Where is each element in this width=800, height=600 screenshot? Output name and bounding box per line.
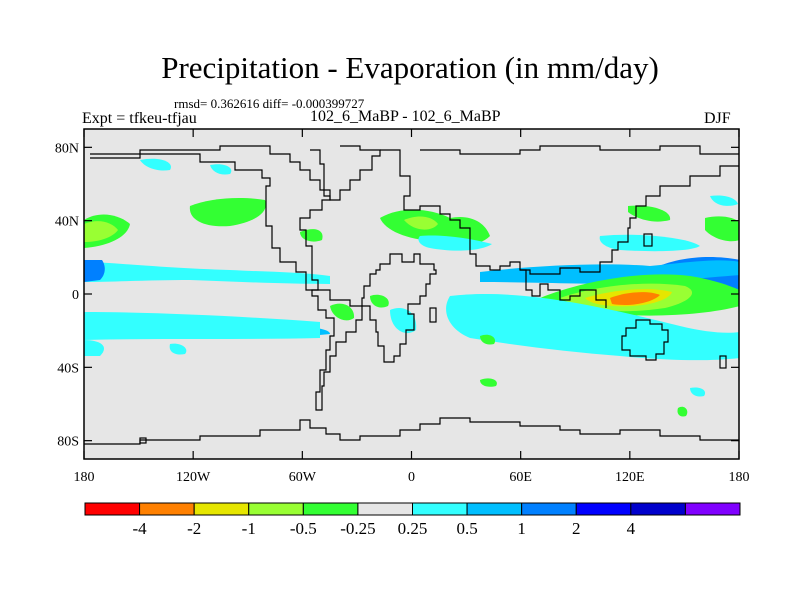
contour-cyan-south3 bbox=[690, 387, 706, 397]
colorbar-swatch bbox=[521, 502, 577, 516]
contour-green-south2 bbox=[677, 406, 688, 417]
x-tick-label: 0 bbox=[408, 470, 415, 485]
coastline-europe-africa bbox=[361, 253, 437, 363]
colorbar-label: -0.5 bbox=[290, 519, 317, 538]
contour-green-africa bbox=[330, 303, 355, 321]
colorbar-label: -0.25 bbox=[340, 519, 375, 538]
contour-green-nh-pacific2 bbox=[189, 198, 266, 227]
colorbar-label: -2 bbox=[187, 519, 201, 538]
season-label: DJF bbox=[704, 110, 731, 127]
y-tick-label: 0 bbox=[72, 288, 79, 303]
x-tick-label: 60W bbox=[289, 470, 317, 485]
contour-cyan-nh-pacific-east bbox=[599, 234, 700, 252]
coastline-india-seasia bbox=[520, 269, 607, 308]
contour-cyan-nh-east3 bbox=[710, 195, 738, 206]
contour-green-samerica bbox=[480, 334, 496, 345]
colorbar-label: 0.5 bbox=[456, 519, 477, 538]
colorbar-swatch bbox=[575, 502, 632, 516]
y-tick-label: 80S bbox=[57, 435, 79, 450]
x-tick-label: 180 bbox=[74, 470, 95, 485]
colorbar-swatch bbox=[412, 502, 468, 516]
colorbar-label: 0.25 bbox=[398, 519, 428, 538]
contour-fields bbox=[84, 158, 739, 417]
contour-blue-eq-west bbox=[84, 260, 105, 282]
colorbar-label: 2 bbox=[572, 519, 581, 538]
x-tick-label: 120E bbox=[615, 470, 645, 485]
colorbar-swatch bbox=[357, 502, 413, 516]
contour-cyan-nh-midpac2 bbox=[210, 164, 232, 175]
colorbar-swatch bbox=[684, 502, 741, 516]
coastline-newzealand bbox=[719, 355, 727, 369]
map-axes: 180 120W 60W 0 60E 120E 180 80N 40N 0 40S 80S bbox=[55, 129, 750, 485]
coastline-antarctica bbox=[84, 417, 739, 445]
coastline-north-america bbox=[90, 145, 331, 291]
subtitle: 102_6_MaBP - 102_6_MaBP bbox=[310, 108, 501, 125]
y-tick-label: 40N bbox=[55, 215, 79, 230]
y-tick-label: 40S bbox=[57, 361, 79, 376]
contour-lightgreen-nh-pacific bbox=[84, 221, 118, 242]
colorbar-swatch bbox=[248, 502, 304, 516]
x-tick-label: 180 bbox=[729, 470, 750, 485]
x-tick-label: 120W bbox=[176, 470, 211, 485]
coastlines bbox=[84, 145, 739, 445]
rmsd-diff-stats: rmsd= 0.362616 diff= -0.000399727 bbox=[174, 96, 365, 111]
coastline-australia bbox=[621, 319, 669, 361]
coastline-greenland-arctic bbox=[310, 145, 381, 201]
contour-cyan-eq-west bbox=[84, 262, 330, 284]
chart-title: Precipitation - Evaporation (in mm/day) bbox=[161, 50, 659, 85]
coastline-small-island bbox=[139, 437, 147, 444]
contour-orange-eq-east bbox=[610, 292, 660, 305]
y-tick-label: 80N bbox=[55, 141, 79, 156]
contour-lightgreen-nh-atlantic bbox=[404, 216, 438, 230]
contour-green-africa2 bbox=[370, 294, 389, 308]
colorbar-swatch bbox=[466, 502, 523, 516]
contour-cyan-nh-atlantic bbox=[418, 235, 492, 251]
colorbar-label: -1 bbox=[242, 519, 256, 538]
coastline-japan bbox=[643, 233, 653, 247]
coastline-madagascar bbox=[429, 307, 437, 323]
contour-green-nh-east bbox=[628, 205, 671, 222]
coastline-south-america bbox=[311, 289, 363, 411]
experiment-label: Expt = tfkeu-tfjau bbox=[82, 110, 197, 127]
contour-cyan-sh-west3 bbox=[169, 343, 187, 355]
colorbar-label: 4 bbox=[627, 519, 636, 538]
contour-green-nh-atlantic bbox=[380, 209, 490, 246]
colorbar-label: 1 bbox=[517, 519, 526, 538]
contour-green-south bbox=[480, 378, 497, 387]
colorbar-swatch bbox=[193, 502, 250, 516]
x-tick-label: 60E bbox=[509, 470, 532, 485]
contour-cyan-sh-west2 bbox=[84, 340, 105, 356]
contour-cyan-sh-east bbox=[446, 294, 739, 361]
colorbar-swatch bbox=[630, 502, 686, 516]
colorbar: -4 -2 -1 -0.5 -0.25 0.25 0.5 1 2 4 bbox=[84, 502, 741, 538]
colorbar-swatch bbox=[84, 502, 141, 516]
contour-cyan-sh-west bbox=[84, 312, 320, 340]
contour-cyan-nh-midpac bbox=[140, 158, 171, 171]
colorbar-swatch bbox=[139, 502, 195, 516]
contour-green-nh-east2 bbox=[705, 216, 739, 242]
colorbar-label: -4 bbox=[132, 519, 147, 538]
colorbar-swatch bbox=[302, 502, 359, 516]
